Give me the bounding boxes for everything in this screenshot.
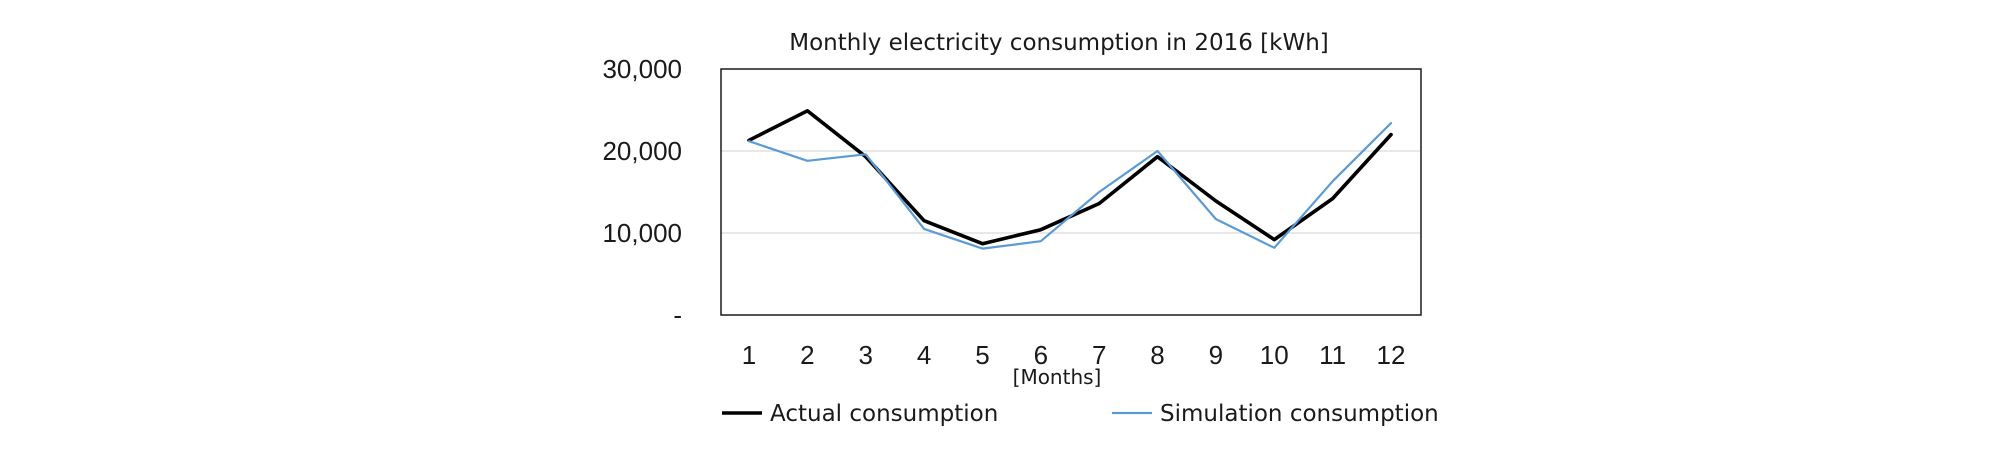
legend: Actual consumption Simulation consumption — [722, 401, 1439, 427]
x-tick-label: 5 — [975, 340, 989, 370]
x-axis-label: [Months] — [1013, 365, 1102, 389]
series-line-simulation — [747, 121, 1393, 250]
x-tick-label: 11 — [1319, 340, 1346, 370]
x-tick-label: 4 — [917, 340, 931, 370]
x-tick-label: 6 — [1034, 340, 1048, 370]
y-tick-label: 10,000 — [602, 218, 682, 248]
y-tick-label: - — [673, 300, 682, 330]
y-axis-tick-labels: - 10,000 20,000 30,000 — [602, 54, 682, 330]
y-tick-label: 20,000 — [602, 136, 682, 166]
legend-label: Actual consumption — [770, 401, 998, 427]
gridlines — [721, 150, 1421, 234]
x-tick-label: 8 — [1150, 340, 1164, 370]
x-tick-label: 3 — [858, 340, 872, 370]
x-tick-label: 9 — [1209, 340, 1223, 370]
y-tick-label: 30,000 — [602, 54, 682, 84]
series-lines — [747, 109, 1393, 250]
x-axis-tick-labels: 1 2 3 4 5 6 7 8 9 10 11 12 — [742, 340, 1406, 370]
x-tick-label: 12 — [1377, 340, 1406, 370]
x-tick-label: 1 — [742, 340, 756, 370]
x-tick-label: 7 — [1092, 340, 1106, 370]
chart-title: Monthly electricity consumption in 2016 … — [789, 30, 1329, 56]
x-tick-label: 10 — [1260, 340, 1289, 370]
legend-label: Simulation consumption — [1160, 401, 1439, 427]
x-tick-label: 2 — [800, 340, 814, 370]
plot-area-border — [720, 68, 1422, 316]
